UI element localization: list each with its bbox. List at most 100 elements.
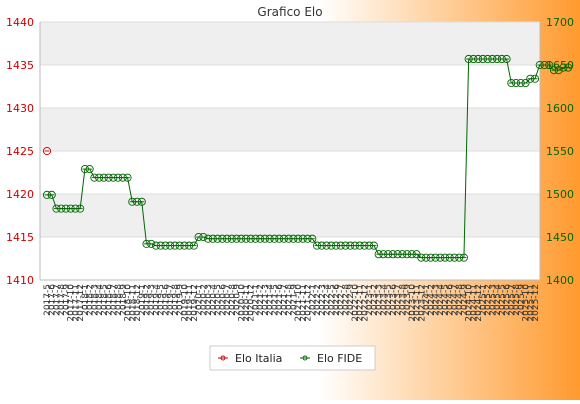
x-tick-label: 2019-9 bbox=[176, 284, 186, 316]
x-tick-label: 2019-5 bbox=[157, 284, 167, 316]
x-tick-label: 2025-6 bbox=[503, 284, 513, 316]
x-tick-label: 2018-6 bbox=[105, 284, 115, 316]
data-point-circle bbox=[554, 66, 563, 75]
x-tick-label: 2022-8 bbox=[341, 284, 351, 316]
x-tick-label: 2023-10 bbox=[408, 284, 418, 322]
x-tick-label: 2021-8 bbox=[285, 284, 295, 316]
x-tick-label: 2021-9 bbox=[289, 284, 299, 316]
x-tick-label: 2017-10 bbox=[67, 284, 77, 322]
x-tick-label: 2018-9 bbox=[119, 284, 129, 316]
x-tick-label: 2022-9 bbox=[346, 284, 356, 316]
x-tick-label: 2024-12 bbox=[474, 284, 484, 322]
x-tick-label: 2018-11 bbox=[128, 284, 138, 322]
x-tick-label: 2020-2 bbox=[199, 284, 209, 316]
legend-swatch-marker bbox=[220, 355, 226, 361]
left-axis: 1410 1415 1420 1425 1430 1435 1440 bbox=[6, 16, 34, 287]
x-tick-label: 2021-1 bbox=[251, 284, 261, 316]
x-tick-label: 2023-9 bbox=[403, 284, 413, 316]
x-tick-label: 2019-10 bbox=[180, 284, 190, 322]
x-tick-label: 2020-5 bbox=[214, 284, 224, 316]
x-tick-label: 2022-7 bbox=[337, 284, 347, 316]
x-tick-label: 2018-1 bbox=[81, 284, 91, 316]
x-tick-label: 2024-5 bbox=[441, 284, 451, 316]
x-tick-label: 2025-4 bbox=[493, 284, 503, 316]
x-tick-label: 2025-8 bbox=[512, 284, 522, 316]
x-tick-label: 2025-7 bbox=[507, 284, 517, 316]
x-tick-label: 2022-2 bbox=[313, 284, 323, 316]
x-tick-label: 2024-8 bbox=[455, 284, 465, 316]
data-point bbox=[545, 60, 554, 70]
x-tick-label: 2020-10 bbox=[237, 284, 247, 322]
x-tick-label: 2023-7 bbox=[394, 284, 404, 316]
x-tick-label: 2022-1 bbox=[308, 284, 318, 316]
x-tick-label: 2024-9 bbox=[460, 284, 470, 316]
x-tick-label: 2021-10 bbox=[294, 284, 304, 322]
x-tick-label: 2021-6 bbox=[275, 284, 285, 316]
data-point bbox=[502, 54, 511, 64]
legend-label: Elo Italia bbox=[235, 352, 282, 365]
x-tick-label: 2022-10 bbox=[351, 284, 361, 322]
legend-box bbox=[209, 345, 376, 371]
x-tick-label: 2024-6 bbox=[446, 284, 456, 316]
data-point bbox=[137, 197, 146, 206]
data-point-circle bbox=[137, 197, 146, 206]
x-tick-label: 2024-11 bbox=[469, 284, 479, 322]
x-tick-label: 2019-6 bbox=[161, 284, 171, 316]
x-tick-label: 2024-7 bbox=[450, 284, 460, 316]
plot-band bbox=[40, 22, 540, 65]
x-tick-label: 2021-4 bbox=[266, 284, 276, 316]
x-tick-label: 2024-3 bbox=[432, 284, 442, 316]
x-axis: 2017-52017-62017-72017-82017-92017-10201… bbox=[43, 284, 541, 322]
x-tick-label: 2019-3 bbox=[147, 284, 157, 316]
x-tick-label: 2022-12 bbox=[360, 284, 370, 322]
x-tick-label: 2023-5 bbox=[384, 284, 394, 316]
x-tick-label: 2020-9 bbox=[233, 284, 243, 316]
x-tick-label: 2020-7 bbox=[223, 284, 233, 316]
x-tick-label: 2024-1 bbox=[422, 284, 432, 316]
data-point-circle bbox=[42, 146, 52, 156]
x-tick-label: 2019-1 bbox=[138, 284, 148, 316]
x-tick-label: 2018-4 bbox=[95, 284, 105, 316]
data-point-circle bbox=[47, 190, 56, 199]
x-tick-label: 2018-2 bbox=[86, 284, 96, 316]
x-tick-label: 2023-3 bbox=[375, 284, 385, 316]
data-point bbox=[47, 190, 56, 199]
x-tick-label: 2019-4 bbox=[152, 284, 162, 316]
x-tick-label: 2018-5 bbox=[100, 284, 110, 316]
x-tick-label: 2024-4 bbox=[436, 284, 446, 316]
data-point bbox=[189, 241, 198, 250]
x-tick-label: 2018-12 bbox=[133, 284, 143, 322]
series-layer bbox=[42, 54, 573, 262]
x-tick-label: 2025-10 bbox=[522, 284, 532, 322]
x-tick-label: 2023-6 bbox=[389, 284, 399, 316]
x-tick-label: 2020-12 bbox=[247, 284, 257, 322]
x-tick-label: 2017-6 bbox=[48, 284, 58, 316]
data-point bbox=[564, 63, 573, 72]
data-point-circle bbox=[564, 63, 573, 72]
data-point-circle bbox=[545, 60, 554, 70]
x-tick-label: 2025-2 bbox=[484, 284, 494, 316]
x-tick-label: 2022-11 bbox=[356, 284, 366, 322]
x-tick-label: 2017-9 bbox=[62, 284, 72, 316]
x-tick-label: 2018-8 bbox=[114, 284, 124, 316]
left-tick-label: 1415 bbox=[6, 231, 34, 244]
x-tick-label: 2019-12 bbox=[190, 284, 200, 322]
data-point bbox=[308, 234, 317, 243]
left-tick-label: 1430 bbox=[6, 102, 34, 115]
x-tick-label: 2021-3 bbox=[261, 284, 271, 316]
x-tick-label: 2017-7 bbox=[52, 284, 62, 316]
plot-band bbox=[40, 108, 540, 151]
x-tick-label: 2020-6 bbox=[218, 284, 228, 316]
x-tick-label: 2023-11 bbox=[413, 284, 423, 322]
x-tick-label: 2021-5 bbox=[270, 284, 280, 316]
left-tick-label: 1420 bbox=[6, 188, 34, 201]
x-tick-label: 2019-2 bbox=[142, 284, 152, 316]
x-tick-label: 2021-7 bbox=[280, 284, 290, 316]
left-tick-label: 1410 bbox=[6, 274, 34, 287]
x-tick-label: 2017-8 bbox=[57, 284, 67, 316]
data-point-circle bbox=[369, 241, 378, 250]
x-tick-label: 2023-8 bbox=[398, 284, 408, 316]
x-tick-label: 2025-5 bbox=[498, 284, 508, 316]
x-tick-label: 2020-3 bbox=[204, 284, 214, 316]
data-point bbox=[123, 173, 132, 182]
